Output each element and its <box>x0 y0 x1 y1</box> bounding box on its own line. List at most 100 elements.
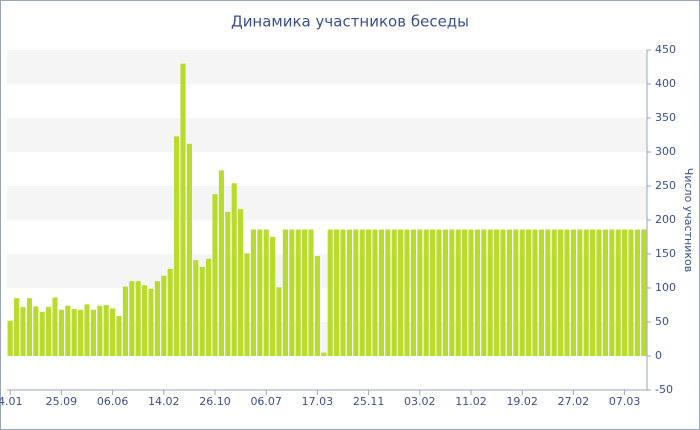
bar <box>615 229 621 356</box>
bar <box>494 229 500 356</box>
bar <box>513 229 519 356</box>
bar <box>551 229 557 356</box>
y-tick-label: -50 <box>655 383 673 396</box>
bar <box>417 229 423 356</box>
bar <box>410 229 416 356</box>
y-axis-label: Число участников <box>682 168 695 272</box>
y-tick-label: 150 <box>655 247 676 260</box>
y-tick-label: 100 <box>655 281 676 294</box>
x-tick-label: 03.02 <box>404 395 436 408</box>
bar <box>481 229 487 356</box>
bar <box>167 268 173 356</box>
bar <box>327 229 333 356</box>
bar <box>225 211 231 356</box>
bar <box>596 229 602 356</box>
x-tick-label: 11.02 <box>455 395 487 408</box>
bar <box>570 229 576 356</box>
bar <box>212 194 218 356</box>
bar <box>282 229 288 356</box>
bar <box>142 285 148 356</box>
bar <box>302 229 308 356</box>
bar <box>442 229 448 356</box>
bar <box>468 229 474 356</box>
bar <box>334 229 340 356</box>
bar <box>487 229 493 356</box>
bar <box>526 229 532 356</box>
bar <box>359 229 365 356</box>
x-tick-label: 27.02 <box>558 395 590 408</box>
grid-band <box>7 322 647 356</box>
bar <box>462 229 468 356</box>
bar <box>449 229 455 356</box>
bar <box>231 183 237 356</box>
bar <box>455 229 461 356</box>
bar <box>321 352 327 356</box>
y-tick-label: 0 <box>655 349 662 362</box>
bar <box>257 229 263 356</box>
y-tick-label: 350 <box>655 111 676 124</box>
y-tick-label: 300 <box>655 145 676 158</box>
x-tick-label: 26.10 <box>199 395 231 408</box>
bar <box>295 229 301 356</box>
bar <box>238 209 244 356</box>
bar <box>206 258 212 356</box>
bar <box>218 170 224 356</box>
x-tick-label: 14.02 <box>148 395 180 408</box>
bar <box>135 281 141 356</box>
y-tick-label: 200 <box>655 213 676 226</box>
bar <box>378 229 384 356</box>
bar <box>7 320 13 356</box>
bar <box>65 305 71 356</box>
bar <box>199 266 205 356</box>
bar <box>289 229 295 356</box>
bar <box>161 275 167 356</box>
bar <box>404 229 410 356</box>
bar <box>353 229 359 356</box>
bar <box>270 237 276 356</box>
bar <box>84 304 90 356</box>
bar <box>602 229 608 356</box>
bar <box>14 298 20 356</box>
bar <box>366 229 372 356</box>
bar <box>276 287 282 356</box>
x-tick-label: 25.11 <box>353 395 385 408</box>
bar <box>26 298 32 356</box>
y-tick-label: 400 <box>655 77 676 90</box>
bar <box>39 311 45 356</box>
x-tick-label: 06.07 <box>250 395 282 408</box>
bar <box>609 229 615 356</box>
bar <box>430 229 436 356</box>
bar <box>590 229 596 356</box>
x-tick-label: 06.06 <box>97 395 129 408</box>
x-tick-label: 07.03 <box>609 395 641 408</box>
bar <box>186 143 192 356</box>
bar <box>519 229 525 356</box>
bar <box>577 229 583 356</box>
bar <box>628 229 634 356</box>
bar <box>180 63 186 356</box>
bar <box>538 229 544 356</box>
bar <box>46 307 52 356</box>
bar <box>391 229 397 356</box>
bar <box>250 229 256 356</box>
bar <box>558 229 564 356</box>
bar <box>58 309 64 356</box>
bar <box>474 229 480 356</box>
grid-band <box>7 118 647 152</box>
bar <box>545 229 551 356</box>
bar <box>20 307 26 356</box>
grid-band <box>7 50 647 84</box>
grid-band <box>7 186 647 220</box>
bar <box>122 286 128 356</box>
bar <box>500 229 506 356</box>
bar <box>532 229 538 356</box>
x-tick-label: 17.03 <box>302 395 334 408</box>
bar <box>103 305 109 356</box>
bar <box>116 315 122 356</box>
bar <box>372 229 378 356</box>
bar <box>340 229 346 356</box>
bar <box>583 229 589 356</box>
bar <box>174 136 180 356</box>
bar <box>398 229 404 356</box>
